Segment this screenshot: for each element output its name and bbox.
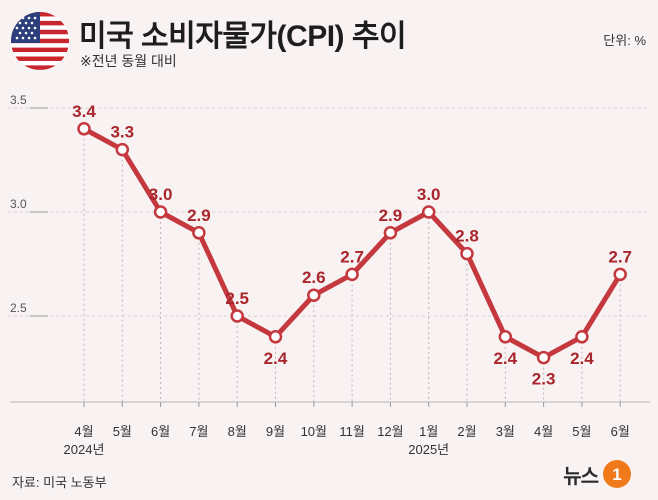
data-label: 2.6 (302, 268, 326, 287)
x-tick-label: 12월 (377, 424, 403, 439)
logo-mark-text: 1 (612, 465, 621, 484)
label-layer: 3.4 3.3 3.0 2.9 2.5 2.4 2.6 2.7 2.9 3.0 2.8 2.4 2.3 2… (72, 102, 632, 389)
y-tick-label: 3.0 (10, 197, 27, 211)
data-point (460, 246, 474, 261)
data-label: 2.5 (225, 289, 249, 308)
data-point (307, 288, 321, 302)
source-note: 자료: 미국 노동부 (12, 475, 107, 490)
data-label: 2.8 (455, 227, 479, 246)
series-line (81, 126, 623, 361)
data-point (77, 122, 91, 136)
x-tick-label: 2월 (457, 424, 476, 439)
data-point (115, 142, 130, 157)
data-label: 2.9 (379, 206, 403, 225)
x-tick-label: 7월 (189, 424, 208, 439)
data-point (268, 330, 283, 344)
line-layer (81, 126, 623, 361)
grid-layer (8, 107, 650, 317)
us-flag-icon (11, 12, 69, 70)
axis-layer: 2.5 3.0 3.5 4월 5월 6월 7월 8월 9월 10월 11월 12월 1월 2월 3월 4월 5월… (10, 93, 650, 457)
data-point (345, 267, 359, 282)
data-point (421, 205, 436, 219)
data-point (153, 205, 168, 219)
chart-subtitle: ※전년 동월 대비 (80, 53, 177, 69)
x-tick-label: 9월 (266, 424, 285, 439)
x-tick-label: 4월 (74, 424, 93, 439)
x-tick-label: 8월 (228, 424, 247, 439)
data-label: 3.4 (72, 102, 96, 121)
logo-text: 뉴스 (563, 465, 599, 488)
x-tick-label: 4월 (534, 424, 553, 439)
y-tick-label: 3.5 (10, 93, 27, 107)
data-point (192, 226, 206, 240)
data-point (383, 226, 398, 240)
data-point (575, 330, 589, 344)
data-label: 2.9 (187, 206, 211, 225)
x-tick-label: 3월 (496, 424, 515, 439)
data-point (613, 267, 627, 282)
x-tick-label: 5월 (113, 424, 132, 439)
point-layer (77, 122, 627, 365)
data-label: 2.7 (608, 247, 632, 266)
data-label: 2.4 (264, 349, 288, 368)
x-tick-label: 10월 (301, 424, 327, 439)
x-tick-label: 5월 (572, 424, 591, 439)
x-tick-label: 6월 (151, 424, 170, 439)
data-label: 3.3 (110, 123, 134, 142)
chart-title: 미국 소비자물가(CPI) 추이 (79, 20, 407, 53)
x-tick-label: 6월 (611, 424, 630, 439)
data-label: 2.4 (493, 349, 517, 368)
data-point (230, 309, 244, 323)
data-label: 3.0 (149, 185, 173, 204)
data-point (498, 330, 513, 344)
data-label: 2.4 (570, 349, 594, 368)
data-label: 3.0 (417, 185, 441, 204)
year-label: 2024년 (64, 442, 105, 457)
logo-mark-icon: 1 (603, 460, 631, 488)
data-label: 2.7 (340, 247, 364, 266)
news1-logo: 뉴스 1 (563, 458, 632, 490)
guide-layer (83, 128, 621, 402)
unit-label: 단위: % (603, 33, 646, 48)
year-label: 2025년 (408, 442, 449, 457)
y-tick-label: 2.5 (10, 301, 27, 315)
data-label: 2.3 (532, 370, 556, 389)
x-tick-label: 11월 (339, 424, 364, 439)
data-point (536, 350, 551, 365)
x-tick-label: 1월 (419, 424, 438, 439)
